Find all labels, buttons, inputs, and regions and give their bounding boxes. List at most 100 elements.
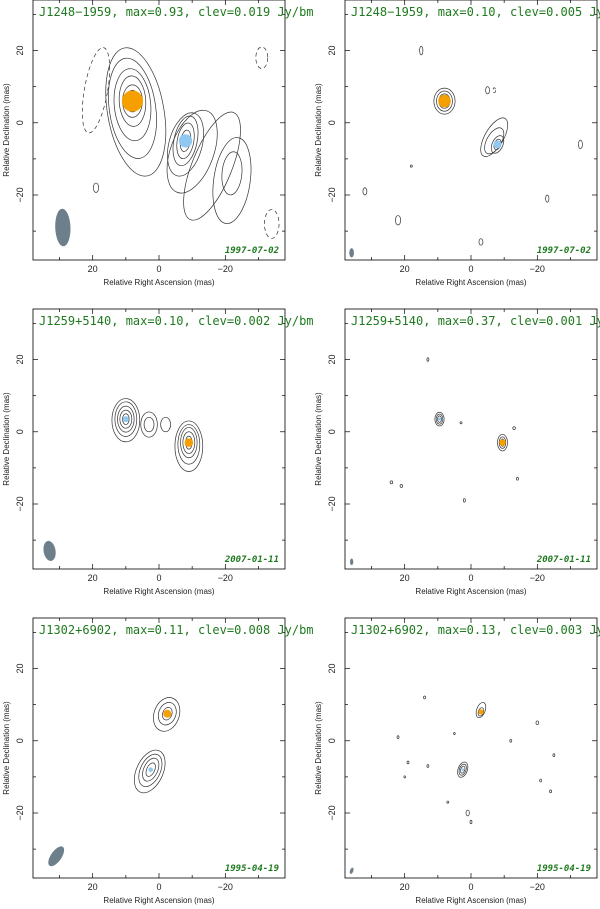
contour xyxy=(419,45,424,56)
contour xyxy=(426,357,430,362)
contour xyxy=(497,433,508,452)
ticks xyxy=(345,0,597,260)
contour xyxy=(166,109,218,194)
y-tick-label: −20 xyxy=(327,496,337,511)
contour xyxy=(545,194,550,203)
panel-title: J1302+6902, max=0.11, clev=0.008 Jy/bm xyxy=(39,623,314,637)
contour xyxy=(92,182,100,193)
panel-title: J1302+6902, max=0.13, clev=0.003 Jy/bm xyxy=(351,623,600,637)
contour xyxy=(458,763,467,776)
contour xyxy=(446,800,450,804)
contour xyxy=(485,86,490,95)
x-tick-label: −20 xyxy=(530,573,545,583)
x-axis-label: Relative Right Ascension (mas) xyxy=(103,587,214,596)
plot-frame xyxy=(344,617,598,879)
beam-ellipse xyxy=(55,208,71,247)
negative-contour xyxy=(492,87,496,94)
contour xyxy=(478,238,484,246)
x-tick-label: 20 xyxy=(88,264,98,274)
core-marker xyxy=(478,709,484,715)
beam-ellipse xyxy=(349,867,354,874)
contour xyxy=(105,47,167,177)
y-tick-label: 0 xyxy=(15,738,25,743)
contour xyxy=(552,753,556,758)
x-tick-label: −20 xyxy=(530,264,545,274)
x-tick-label: −20 xyxy=(218,573,233,583)
contour xyxy=(396,735,400,739)
contours xyxy=(81,46,280,239)
component-marker xyxy=(148,767,154,772)
contour xyxy=(535,720,539,725)
y-tick-label: 20 xyxy=(327,664,337,674)
y-axis-label: Relative Declination (mas) xyxy=(314,392,323,486)
contour xyxy=(153,697,181,732)
x-tick-label: −20 xyxy=(218,264,233,274)
contour xyxy=(157,702,177,726)
map-panel-6: 20 0 −20 20 0 −20 Relative Right Ascension (ma… xyxy=(314,617,600,905)
component-marker xyxy=(493,140,502,149)
contour xyxy=(423,695,426,700)
contour xyxy=(457,761,469,778)
contour xyxy=(389,480,394,485)
panel-title: J1248−1959, max=0.10, clev=0.005 Jy/bm xyxy=(351,5,600,19)
x-tick-label: 20 xyxy=(400,882,410,892)
contour xyxy=(143,416,155,433)
contour xyxy=(395,215,402,226)
contours xyxy=(362,45,583,246)
contour xyxy=(362,187,368,196)
x-tick-label: 20 xyxy=(400,264,410,274)
contour xyxy=(138,753,163,788)
contour xyxy=(437,415,442,423)
contour xyxy=(459,421,463,425)
component-marker xyxy=(437,417,442,421)
contour xyxy=(460,765,466,774)
y-tick-label: −20 xyxy=(15,805,25,820)
observation-date: 1995-04-19 xyxy=(537,864,591,874)
x-axis-label: Relative Right Ascension (mas) xyxy=(415,587,526,596)
core-marker xyxy=(499,439,506,446)
component-marker xyxy=(122,416,129,423)
contour xyxy=(133,749,166,794)
beam-ellipse xyxy=(349,558,354,566)
contour xyxy=(435,413,444,425)
y-tick-label: 20 xyxy=(15,355,25,365)
beam-ellipse xyxy=(43,540,56,561)
contour xyxy=(406,760,410,765)
contour xyxy=(434,411,445,427)
y-axis-label: Relative Declination (mas) xyxy=(2,83,11,177)
contour xyxy=(182,431,196,454)
y-tick-label: 0 xyxy=(327,738,337,743)
core-marker xyxy=(184,438,194,447)
contour xyxy=(176,122,195,160)
x-tick-label: 0 xyxy=(156,882,161,892)
contour xyxy=(145,762,156,777)
panel-title: J1259+5140, max=0.10, clev=0.002 Jy/bm xyxy=(39,314,314,328)
map-panel-3: 20 0 −20 20 0 −20 Relative Right Ascension (ma… xyxy=(2,308,314,596)
contour xyxy=(480,117,509,157)
plot-frame xyxy=(32,308,286,570)
contours xyxy=(133,697,181,794)
plot-frame xyxy=(32,617,286,879)
map-panel-5: 20 0 −20 20 0 −20 Relative Right Ascension (ma… xyxy=(2,617,314,905)
panel-title: J1259+5140, max=0.37, clev=0.001 Jy/bm xyxy=(351,314,600,328)
x-tick-label: 0 xyxy=(468,882,473,892)
y-tick-label: 0 xyxy=(327,429,337,434)
component-marker xyxy=(178,134,193,148)
negative-contour xyxy=(255,46,269,69)
contour xyxy=(498,436,507,449)
plot-frame xyxy=(32,0,286,261)
y-tick-label: 20 xyxy=(327,46,337,56)
x-tick-label: 0 xyxy=(156,264,161,274)
core-marker xyxy=(163,709,172,718)
y-tick-label: 0 xyxy=(15,120,25,125)
contour xyxy=(436,90,453,112)
panel-title: J1248−1959, max=0.93, clev=0.019 Jy/bm xyxy=(39,5,314,19)
y-tick-label: −20 xyxy=(327,805,337,820)
contours xyxy=(396,695,556,825)
ticks xyxy=(33,0,285,260)
contour xyxy=(180,427,198,459)
contour xyxy=(549,789,552,794)
x-tick-label: 20 xyxy=(88,573,98,583)
contour xyxy=(516,476,519,481)
y-tick-label: 0 xyxy=(15,429,25,434)
